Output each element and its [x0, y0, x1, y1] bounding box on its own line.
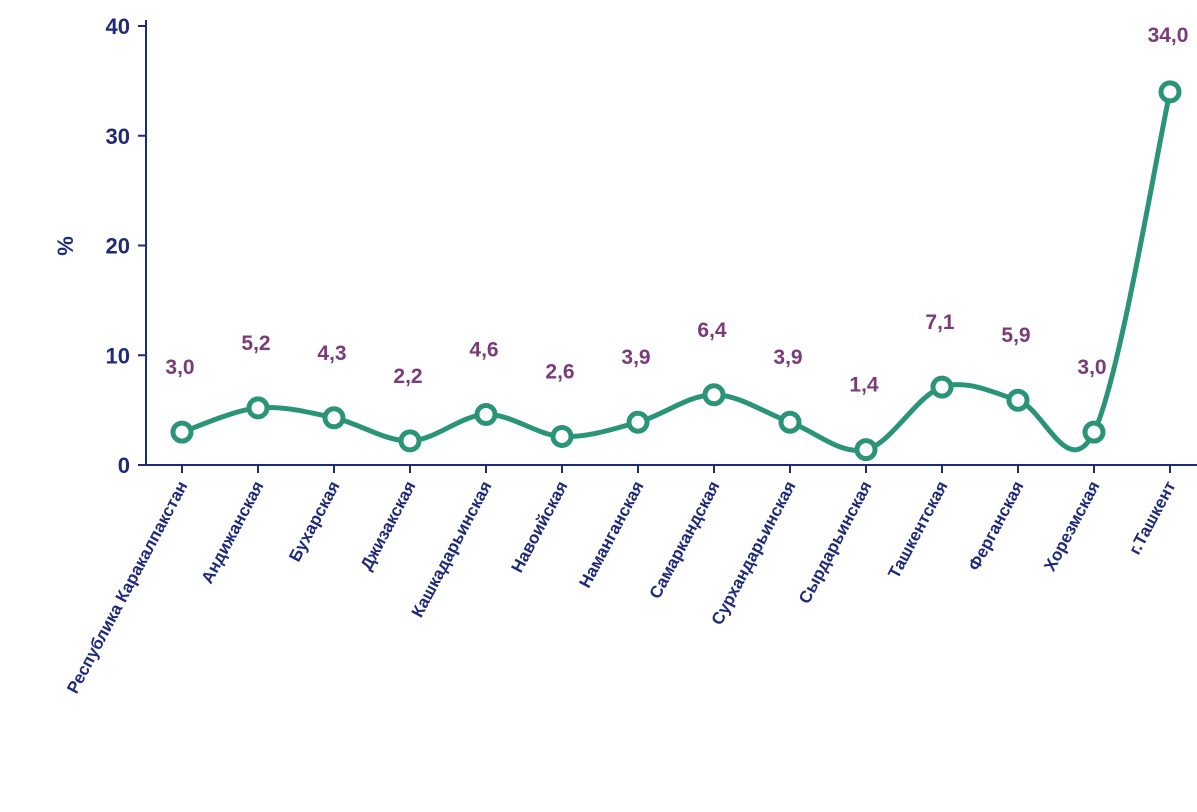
data-label: 2,6: [545, 360, 574, 383]
y-axis-ticks: 0 10 20 30 40: [106, 14, 146, 478]
data-label: 3,9: [773, 346, 802, 369]
x-category-label: г.Ташкент: [1125, 478, 1179, 558]
data-label: 34,0: [1148, 24, 1189, 47]
x-category-label: Сырдарьинская: [795, 478, 876, 607]
x-category-label: Самаркандская: [646, 478, 724, 602]
data-label: 5,9: [1001, 324, 1030, 347]
x-category-label: Республика Каракалпакстан: [63, 478, 191, 697]
axes: [145, 20, 1197, 466]
data-point: [778, 410, 802, 434]
data-point: [702, 383, 726, 407]
data-point: [170, 420, 194, 444]
data-label: 1,4: [849, 374, 879, 397]
x-category-label: Наманганская: [575, 478, 647, 591]
data-point: [1006, 388, 1030, 412]
x-category-label: Бухарская: [285, 478, 343, 565]
x-category-label: Кашкадарьинская: [408, 478, 496, 621]
x-category-label: Хорезмская: [1040, 478, 1103, 574]
x-category-label: Ташкентская: [884, 478, 951, 582]
data-label: 3,0: [165, 356, 194, 379]
y-tick-label: 40: [106, 14, 130, 39]
data-points: [170, 80, 1182, 462]
data-label: 5,2: [241, 332, 270, 355]
x-category-label: Андижанская: [198, 478, 268, 587]
data-point: [474, 403, 498, 427]
y-tick-label: 0: [118, 453, 130, 478]
data-label: 7,1: [925, 311, 955, 334]
data-label: 4,3: [317, 342, 346, 365]
data-point: [398, 429, 422, 453]
x-category-label: Джизакская: [357, 478, 420, 573]
data-point: [550, 424, 574, 448]
y-tick-label: 20: [106, 234, 130, 259]
y-tick-label: 30: [106, 124, 130, 149]
x-category-label: Навоийская: [508, 478, 572, 576]
data-point: [322, 406, 346, 430]
data-labels: 3,0 5,2 4,3 2,2 4,6 2,6 3,9 6,4 3,9 1,4 7,1 5,9 3,0 3…: [165, 24, 1188, 397]
x-category-label: Ферганская: [965, 478, 1028, 574]
data-point: [1158, 80, 1182, 104]
data-point: [854, 438, 878, 462]
data-point: [930, 375, 954, 399]
data-label: 3,0: [1077, 356, 1106, 379]
data-label: 4,6: [469, 339, 498, 362]
x-axis-category-labels: Республика Каракалпакстан Андижанская Буха…: [63, 465, 1180, 697]
data-label: 6,4: [697, 319, 727, 342]
data-point: [626, 410, 650, 434]
y-tick-label: 10: [106, 343, 130, 368]
data-label: 3,9: [621, 346, 650, 369]
y-axis-title: %: [53, 236, 78, 256]
data-point: [1082, 420, 1106, 444]
x-category-label: Сурхандарьинская: [708, 478, 800, 628]
data-label: 2,2: [393, 365, 422, 388]
data-point: [246, 396, 270, 420]
